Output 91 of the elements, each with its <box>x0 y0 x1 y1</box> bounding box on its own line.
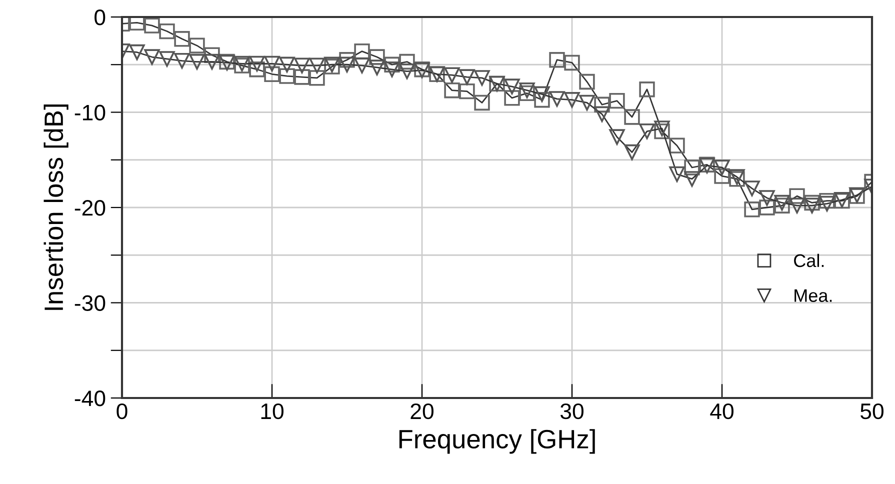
point <box>249 62 265 78</box>
x-tick-label: 40 <box>710 403 734 420</box>
point <box>159 51 175 67</box>
point <box>804 198 820 214</box>
x-axis-title: Frequency [GHz] <box>399 429 595 454</box>
point <box>204 54 220 70</box>
point <box>684 160 700 176</box>
legend-label: Mea. <box>794 289 832 302</box>
y-tick-label: -40 <box>74 390 106 406</box>
y-tick-label: 0 <box>94 10 106 26</box>
point <box>714 160 730 176</box>
point <box>519 82 535 98</box>
point <box>399 54 415 70</box>
point <box>744 180 760 196</box>
point <box>654 123 670 140</box>
y-tick-label: -20 <box>74 200 106 216</box>
point <box>204 47 220 63</box>
point <box>189 38 205 54</box>
point <box>624 109 640 125</box>
point <box>759 200 775 216</box>
point <box>339 52 355 68</box>
point <box>354 58 370 74</box>
point <box>714 168 730 184</box>
legend-label: Cal. <box>794 254 824 268</box>
point <box>534 92 550 108</box>
point <box>249 56 265 72</box>
point <box>639 123 655 140</box>
point <box>129 44 145 60</box>
point <box>609 92 625 109</box>
point <box>624 144 640 160</box>
point <box>789 188 805 204</box>
point <box>609 129 625 145</box>
point <box>579 74 595 90</box>
x-tick-label: 50 <box>860 403 884 420</box>
point <box>774 194 790 211</box>
point <box>744 202 760 218</box>
point <box>789 198 805 214</box>
point <box>339 56 355 72</box>
point <box>774 198 790 214</box>
point <box>384 62 400 78</box>
point <box>594 106 610 122</box>
point <box>369 60 385 76</box>
point <box>369 49 385 65</box>
point <box>669 138 685 154</box>
point <box>189 54 205 70</box>
point <box>474 70 490 86</box>
x-tick-label: 0 <box>116 403 128 420</box>
x-tick-label: 30 <box>560 403 584 420</box>
point <box>399 63 415 80</box>
point <box>564 92 580 108</box>
point <box>549 52 565 68</box>
point <box>174 31 190 47</box>
point <box>279 68 295 84</box>
point <box>804 194 820 211</box>
point <box>474 94 490 111</box>
point <box>294 69 310 85</box>
point <box>444 67 460 83</box>
x-tick-label: 20 <box>410 403 434 420</box>
point <box>819 192 835 209</box>
point <box>534 86 550 102</box>
point <box>639 82 655 98</box>
point <box>579 94 595 111</box>
point <box>144 18 160 34</box>
point <box>519 85 535 102</box>
point <box>819 196 835 212</box>
point <box>294 58 310 74</box>
point <box>279 56 295 72</box>
point <box>264 66 280 82</box>
point <box>264 56 280 72</box>
point <box>159 23 175 40</box>
point <box>684 171 700 187</box>
point <box>504 90 520 106</box>
point <box>384 56 400 72</box>
point <box>504 78 520 94</box>
point <box>444 82 460 98</box>
y-tick-label: -10 <box>74 104 106 121</box>
y-tick-label: -30 <box>74 295 106 312</box>
y-axis-title: Insertion loss [dB] <box>44 104 68 310</box>
point <box>309 70 325 86</box>
point <box>669 166 685 182</box>
point <box>459 69 475 85</box>
point <box>144 49 160 65</box>
point <box>174 52 190 69</box>
point <box>564 54 580 71</box>
point <box>549 91 565 107</box>
point <box>594 96 610 112</box>
point <box>309 58 325 74</box>
point <box>654 120 670 136</box>
point <box>459 83 475 100</box>
x-tick-label: 10 <box>261 403 284 420</box>
point <box>759 190 775 206</box>
